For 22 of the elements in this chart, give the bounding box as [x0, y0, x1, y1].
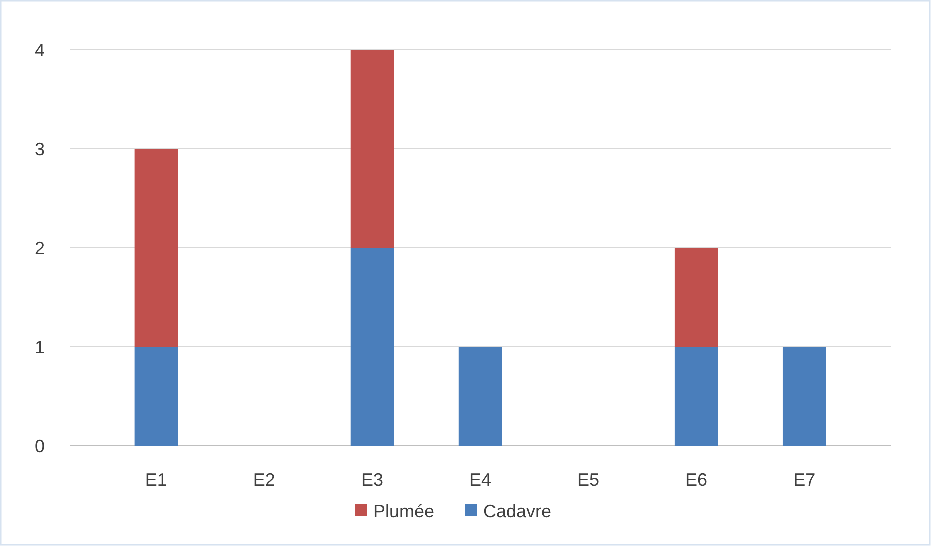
x-tick-label: E1 [145, 470, 168, 490]
x-tick-label: E4 [469, 470, 492, 490]
bar [134, 347, 178, 446]
bar [674, 347, 718, 446]
legend-label: Plumée [374, 501, 435, 522]
y-tick-label: 0 [34, 436, 45, 456]
y-tick-label: 4 [34, 40, 45, 60]
x-tick-label: E7 [794, 470, 816, 490]
x-tick-label: E2 [253, 470, 276, 490]
y-tick-label: 1 [34, 337, 45, 358]
bar [674, 248, 718, 347]
bar [350, 50, 394, 248]
x-tick-label: E3 [361, 470, 384, 490]
x-tick-label: E5 [578, 470, 600, 490]
bar [350, 248, 394, 446]
x-tick-label: E6 [686, 470, 708, 490]
legend-label: Cadavre [484, 501, 552, 522]
bar [782, 347, 826, 446]
y-tick-label: 2 [34, 238, 45, 258]
bar [134, 149, 178, 347]
bar [458, 347, 502, 446]
y-tick-label: 3 [34, 139, 45, 160]
